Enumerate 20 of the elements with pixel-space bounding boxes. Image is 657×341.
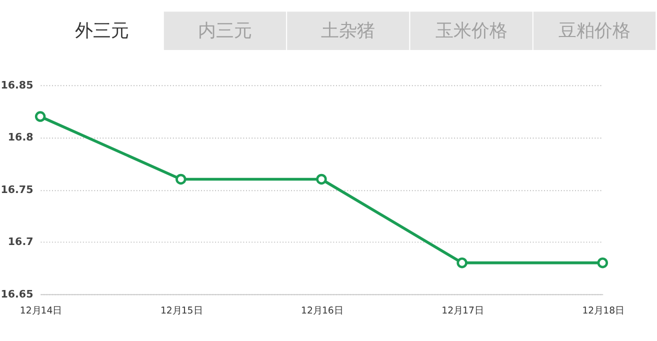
- y-tick-label: 16.85: [0, 79, 34, 92]
- y-tick-label: 16.65: [0, 288, 34, 300]
- x-tick-label: 12月17日: [442, 305, 484, 316]
- y-tick-label: 16.75: [0, 184, 34, 196]
- x-tick-label: 12月15日: [160, 305, 202, 316]
- x-tick-label: 12月14日: [20, 305, 62, 316]
- x-tick-label: 12月16日: [301, 305, 343, 316]
- chart-title: 外三元: [74, 20, 129, 42]
- point: [34, 111, 46, 122]
- text: 玉米价格: [435, 20, 508, 42]
- y-tick-label: 16.7: [8, 236, 34, 248]
- y-tick-label: 16.8: [8, 132, 34, 144]
- point: [316, 174, 327, 185]
- text: 土杂猪: [321, 20, 376, 42]
- text: 豆粕价格: [558, 20, 630, 42]
- point: [456, 257, 468, 268]
- text: 内三元: [198, 20, 252, 42]
- x-tick-label: 12月18日: [582, 305, 624, 316]
- point: [176, 174, 186, 185]
- point: [597, 257, 608, 268]
